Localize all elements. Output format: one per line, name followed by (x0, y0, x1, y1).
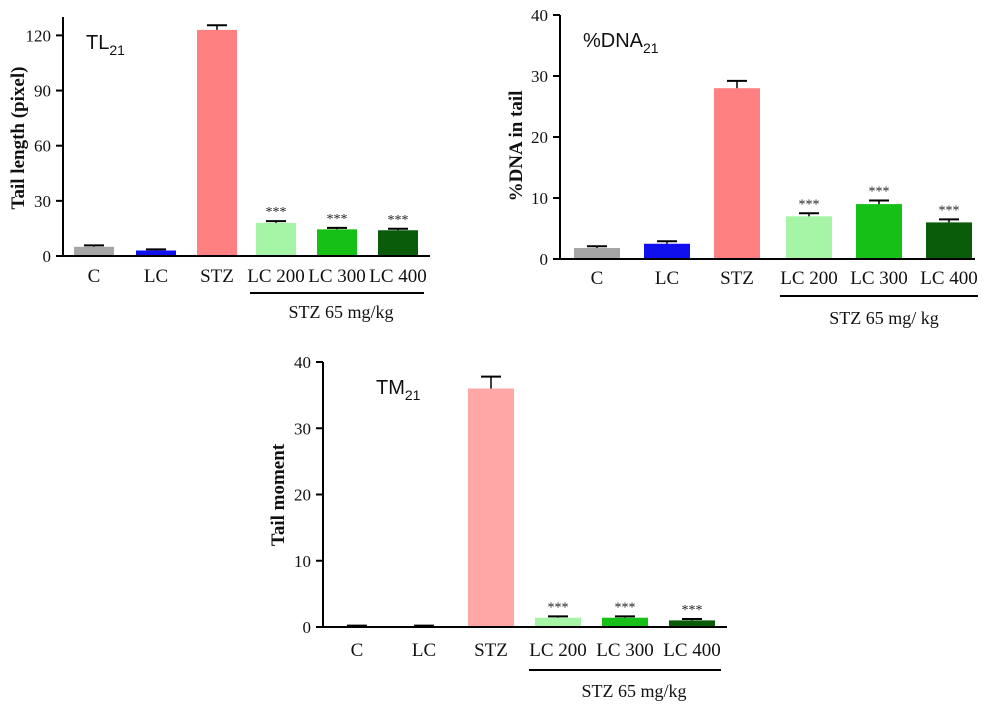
x-tick-label: STZ (720, 268, 754, 289)
y-axis-label: %DNA in tail (506, 91, 527, 202)
y-tick-label: 0 (303, 618, 312, 637)
bar-lc-300 (602, 617, 648, 627)
bar-lc-300 (856, 204, 902, 259)
significance-marker: *** (327, 212, 348, 227)
significance-marker: *** (615, 600, 636, 615)
significance-marker: *** (388, 213, 409, 228)
bar-lc-400 (669, 620, 715, 627)
y-tick-label: 90 (34, 82, 51, 101)
x-tick-label: C (351, 640, 364, 661)
group-label: STZ 65 mg/kg (288, 302, 393, 322)
y-tick-label: 0 (540, 250, 549, 269)
bar-stz (468, 388, 514, 627)
x-tick-label: STZ (474, 640, 508, 661)
chart-title: TL21 (86, 32, 125, 58)
chart-title: TM21 (376, 377, 421, 403)
significance-marker: *** (682, 603, 703, 618)
significance-marker: *** (799, 197, 820, 212)
bar-c (74, 246, 114, 256)
x-tick-label: LC 400 (369, 266, 427, 287)
y-tick-label: 20 (531, 128, 548, 147)
y-tick-label: 20 (294, 486, 311, 505)
significance-marker: *** (939, 203, 960, 218)
y-axis-label: Tail length (pixel) (8, 67, 29, 210)
x-tick-label: C (591, 268, 604, 289)
bar-lc-200 (786, 216, 832, 259)
bar-c (574, 248, 620, 259)
x-tick-label: LC (655, 268, 679, 289)
bar-lc-400 (378, 230, 418, 256)
significance-marker: *** (548, 600, 569, 615)
y-tick-label: 10 (294, 552, 311, 571)
y-tick-label: 30 (34, 192, 51, 211)
chart-panel-tail-length: TL21 Tail length (pixel) STZ 65 mg/kg C L… (8, 17, 430, 322)
y-tick-label: 60 (34, 137, 51, 156)
x-tick-label: LC 200 (529, 640, 587, 661)
bar-stz (197, 29, 237, 256)
x-tick-label: LC 400 (920, 268, 978, 289)
group-label: STZ 65 mg/ kg (829, 308, 939, 328)
y-axis-label: Tail moment (268, 443, 289, 546)
y-tick-label: 40 (294, 353, 311, 372)
bar-lc-300 (317, 229, 357, 256)
y-tick-label: 120 (26, 26, 52, 45)
chart-panel-dna-in-tail: %DNA21 %DNA in tail STZ 65 mg/ kg C LC STZ… (506, 6, 978, 328)
x-tick-label: LC 200 (247, 266, 305, 287)
bar-stz (714, 88, 760, 259)
y-tick-label: 40 (531, 6, 548, 25)
x-tick-label: LC (144, 266, 168, 287)
bar-lc (644, 243, 690, 259)
x-tick-label: STZ (200, 266, 234, 287)
x-tick-label: LC 400 (663, 640, 721, 661)
significance-marker: *** (266, 205, 287, 220)
x-tick-label: LC 300 (850, 268, 908, 289)
bar-lc (136, 250, 176, 256)
x-tick-label: LC 200 (780, 268, 838, 289)
y-tick-label: 30 (294, 419, 311, 438)
y-tick-label: 30 (531, 67, 548, 86)
chart-panel-tail-moment: TM21 Tail moment STZ 65 mg/kg C LC STZ *** L… (268, 353, 727, 701)
bar-lc-200 (535, 617, 581, 627)
x-tick-label: LC 300 (308, 266, 366, 287)
significance-marker: *** (869, 184, 890, 199)
x-tick-label: LC (412, 640, 436, 661)
group-label: STZ 65 mg/kg (581, 681, 686, 701)
bar-lc-200 (256, 222, 296, 256)
y-tick-label: 0 (43, 247, 52, 266)
chart-title: %DNA21 (583, 30, 659, 56)
x-tick-label: LC 300 (596, 640, 654, 661)
x-tick-label: C (88, 266, 101, 287)
y-tick-label: 10 (531, 189, 548, 208)
bar-lc-400 (926, 222, 972, 259)
